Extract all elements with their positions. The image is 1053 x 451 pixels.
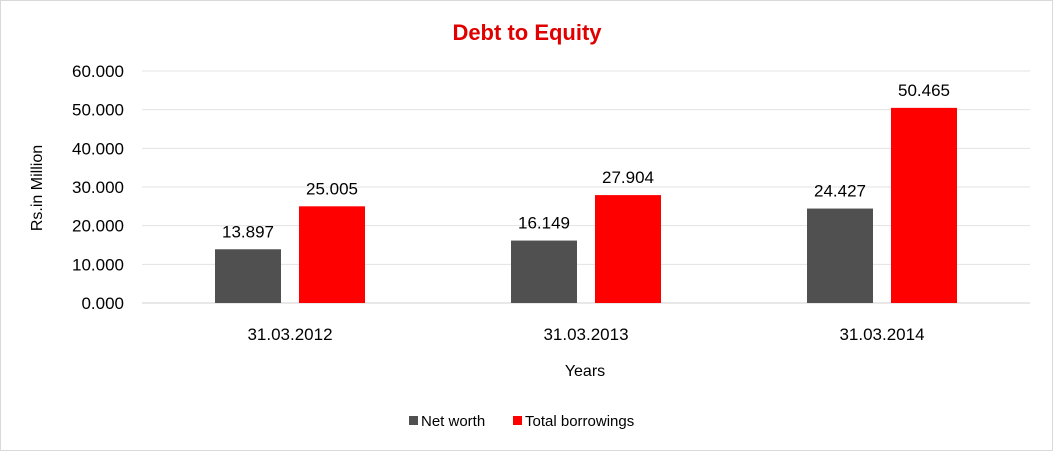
x-axis-title: Years: [565, 363, 605, 380]
x-axis-ticks: 31.03.2012 31.03.2013 31.03.2014: [247, 325, 924, 344]
legend-label: Total borrowings: [525, 413, 634, 430]
chart-title: Debt to Equity: [452, 20, 602, 45]
y-tick-label: 20.000: [72, 217, 124, 236]
legend-swatch: [513, 416, 522, 425]
bars: [215, 107, 957, 303]
y-tick-label: 30.000: [72, 178, 124, 197]
data-label: 24.427: [814, 182, 866, 201]
bar-total-borrowings: [891, 107, 957, 303]
data-labels: 13.897 25.005 16.149 27.904 24.427 50.465: [222, 81, 950, 241]
x-tick-label: 31.03.2012: [247, 325, 332, 344]
y-axis-ticks: 0.000 10.000 20.000 30.000 40.000 50.000 60.00…: [72, 62, 124, 313]
data-label: 27.904: [602, 168, 654, 187]
bar-net-worth: [807, 208, 873, 303]
gridlines: [142, 70, 1030, 304]
y-axis-title: Rs.in Million: [29, 145, 46, 231]
data-label: 16.149: [518, 214, 570, 233]
y-tick-label: 10.000: [72, 255, 124, 274]
y-tick-label: 0.000: [81, 294, 124, 313]
x-tick-label: 31.03.2014: [839, 325, 924, 344]
bar-total-borrowings: [299, 206, 365, 303]
legend-label: Net worth: [421, 413, 485, 430]
y-tick-label: 50.000: [72, 101, 124, 120]
data-label: 13.897: [222, 222, 274, 241]
y-tick-label: 60.000: [72, 62, 124, 81]
legend-swatch: [409, 416, 418, 425]
x-tick-label: 31.03.2013: [543, 325, 628, 344]
legend: Net worth Total borrowings: [409, 413, 634, 430]
data-label: 50.465: [898, 81, 950, 100]
y-tick-label: 40.000: [72, 139, 124, 158]
bar-net-worth: [215, 249, 281, 303]
data-label: 25.005: [306, 179, 358, 198]
bar-total-borrowings: [595, 195, 661, 303]
bar-net-worth: [511, 240, 577, 303]
